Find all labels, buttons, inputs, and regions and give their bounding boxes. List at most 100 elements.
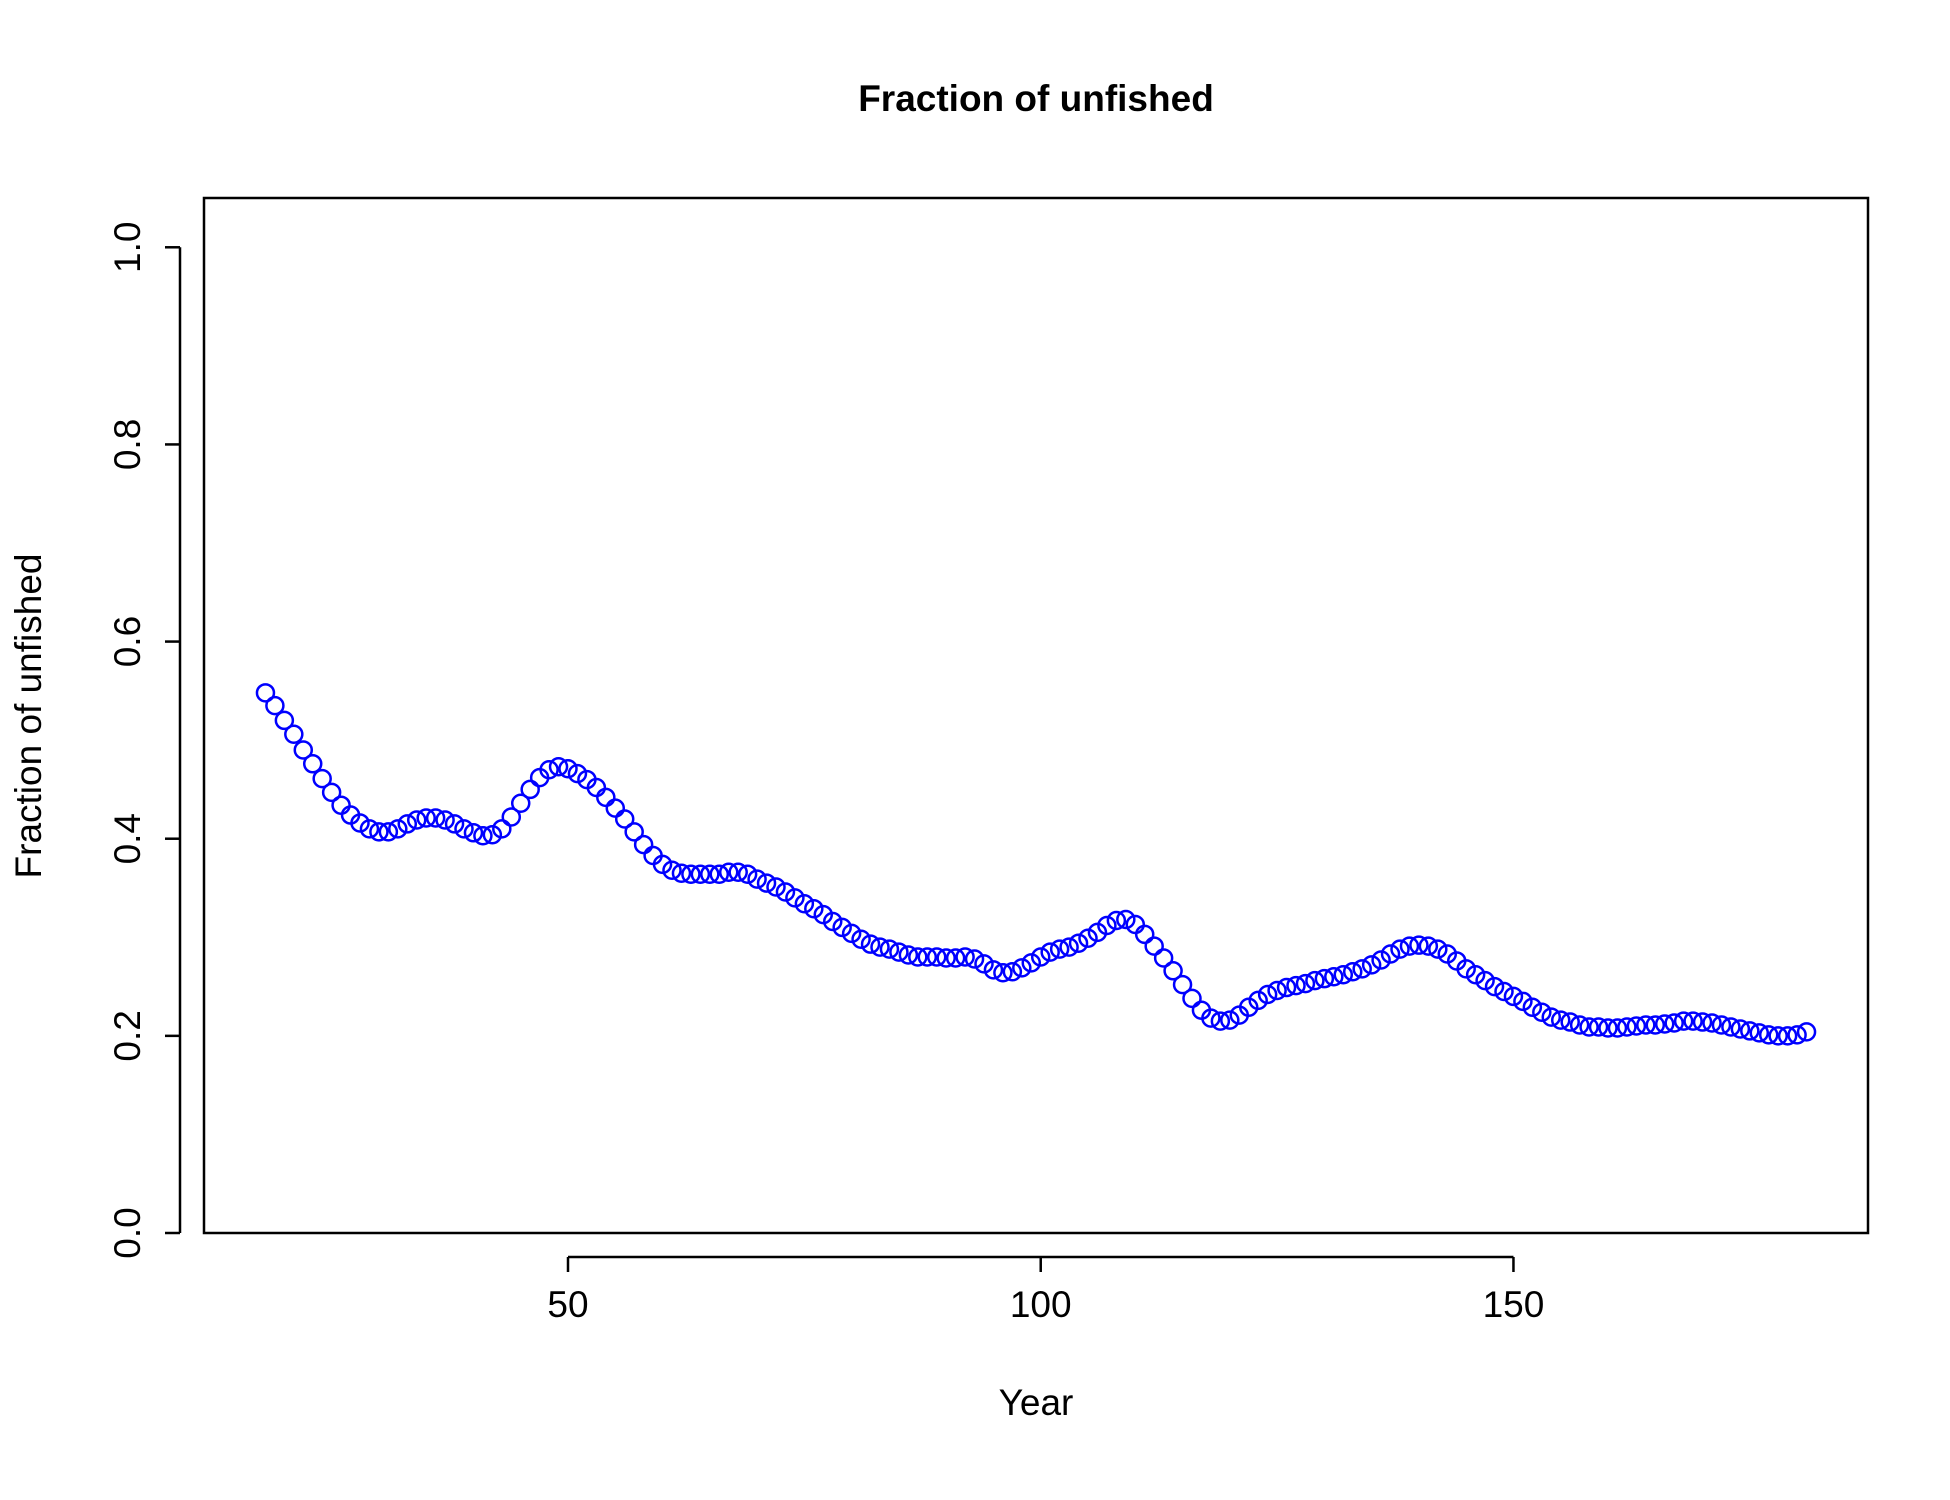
point [1475,970,1495,991]
point [1560,1012,1580,1032]
point [1579,1017,1599,1037]
point [709,864,730,884]
point [898,945,919,965]
point [1569,1015,1590,1035]
point [1361,955,1382,975]
point [652,854,673,875]
point [1484,976,1505,997]
point [974,954,994,974]
point [293,740,314,760]
point [1796,1022,1817,1042]
point [321,782,342,803]
point [274,710,295,731]
y-tick-label: 0.4 [107,813,148,864]
point [1380,944,1401,964]
point [1588,1017,1609,1037]
point [1513,991,1533,1012]
point [700,864,720,884]
point [350,813,370,833]
point [1645,1015,1666,1035]
point [851,929,871,950]
y-tick-label: 1.0 [107,222,148,273]
point [624,822,644,842]
point [1030,947,1051,967]
x-tick-label: 100 [1010,1284,1072,1325]
point [1409,935,1429,955]
point [1702,1013,1722,1033]
point [1654,1014,1675,1034]
point [671,863,692,883]
point [841,923,862,944]
point [1257,984,1278,1005]
point [1390,939,1410,959]
point [870,937,890,957]
point [1721,1017,1741,1037]
y-tick-label: 0.8 [107,419,148,470]
point [1617,1017,1637,1037]
point [1494,981,1514,1002]
point [737,864,758,884]
point [454,819,474,839]
point [1021,953,1042,973]
point [605,798,626,818]
point [1172,974,1193,995]
point [926,947,947,967]
point [1399,936,1420,956]
point [1673,1011,1694,1031]
point [1106,910,1127,931]
y-tick-label: 0.6 [107,616,148,667]
point [1598,1018,1618,1038]
point [388,819,408,839]
point [596,787,616,808]
point [1182,988,1202,1009]
point [945,948,966,968]
point [473,826,493,846]
point [1210,1011,1231,1031]
point [993,963,1013,983]
point [520,779,540,800]
point [397,814,418,834]
point [1012,958,1032,978]
point [1276,977,1297,998]
point [718,862,739,882]
point [510,793,531,813]
point [501,807,522,827]
point [756,873,777,893]
point [425,808,446,828]
point [908,947,928,967]
point [1144,936,1164,956]
point [378,822,399,842]
point [633,834,654,855]
point [1134,924,1155,945]
point [1295,973,1316,994]
point [1097,915,1117,936]
point [964,949,985,969]
point [662,860,682,881]
point [302,754,323,774]
point [255,683,276,703]
point [1465,964,1486,985]
point [1541,1007,1562,1027]
point [1002,962,1023,982]
point [889,942,909,962]
point [1749,1023,1770,1043]
point [482,825,503,845]
point [1456,959,1476,979]
point [1201,1008,1221,1028]
y-tick-label: 0.0 [107,1207,148,1258]
point [794,894,815,914]
point [614,809,635,829]
point [444,814,465,834]
point [936,948,956,968]
point [463,823,484,843]
point [785,888,805,908]
point [416,808,436,828]
point [1305,970,1325,991]
point [1286,975,1306,996]
chart-title: Fraction of unfished [858,78,1214,119]
point [1059,937,1079,957]
point [1314,968,1335,989]
point [492,819,512,839]
point [804,898,824,919]
point [1777,1026,1798,1046]
